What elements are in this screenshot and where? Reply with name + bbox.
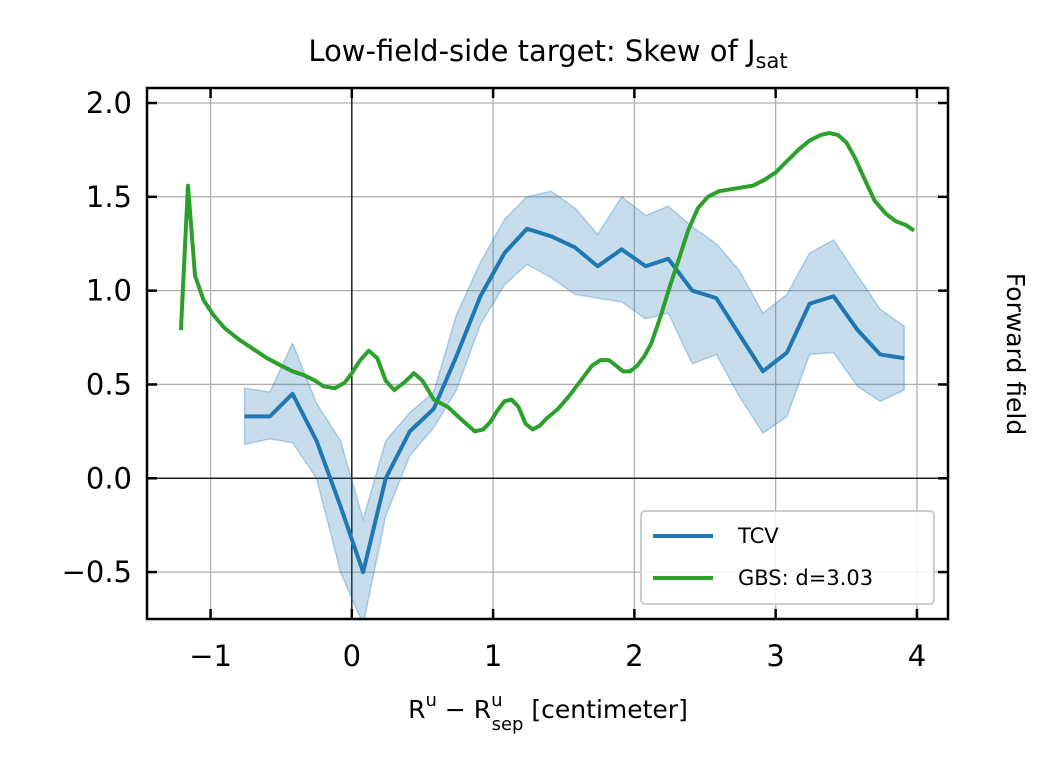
legend: TCV GBS: d=3.03 [640, 510, 935, 605]
y-tick-label: 1.5 [86, 180, 132, 214]
y-tick-label: 1.0 [86, 274, 132, 308]
x-tick-label: 1 [484, 639, 502, 673]
uncertainty-band [243, 190, 905, 619]
y-tick-label: 2.0 [86, 86, 132, 120]
series-line-0 [244, 226, 905, 575]
xlabel-minus: − [437, 695, 474, 724]
right-side-label: Forward field [1001, 273, 1030, 435]
xlabel-rsep: R [474, 695, 491, 724]
legend-label-gbs: GBS: d=3.03 [738, 566, 873, 590]
x-tick-label: 2 [625, 639, 643, 673]
chart-title: Low-field-side target: Skew of Jsat [308, 34, 787, 73]
chart-title-subscript: sat [756, 49, 788, 73]
x-axis-label: Ru − Ru sep [centimeter] [408, 690, 688, 735]
grid-lines [147, 88, 948, 619]
xlabel-r-sup: u [426, 690, 437, 711]
legend-box [640, 510, 935, 605]
x-tick-label: −1 [189, 639, 232, 673]
y-tick-label: −0.5 [62, 555, 132, 589]
x-tick-label: 0 [343, 639, 361, 673]
xlabel-rsep-sup: u [491, 690, 502, 711]
xlabel-unit: [centimeter] [523, 695, 687, 724]
y-tick-label: 0.0 [86, 461, 132, 495]
chart-title-main: Low-field-side target: Skew of J [308, 34, 755, 68]
x-tick-label: 3 [766, 639, 784, 673]
legend-label-tcv: TCV [737, 524, 779, 548]
series-lines [178, 131, 916, 575]
x-tick-label: 4 [908, 639, 926, 673]
series-line-1 [178, 131, 916, 434]
plot-frame [145, 86, 950, 621]
xlabel-r: R [408, 695, 425, 724]
band-0 [243, 190, 905, 619]
axis-ticks: −1 0 1 2 3 4 −0.5 0.0 0.5 1.0 1.5 2.0 [62, 86, 948, 673]
xlabel-rsep-sub: sep [492, 714, 524, 735]
y-tick-label: 0.5 [86, 367, 132, 401]
zero-lines [147, 88, 948, 619]
